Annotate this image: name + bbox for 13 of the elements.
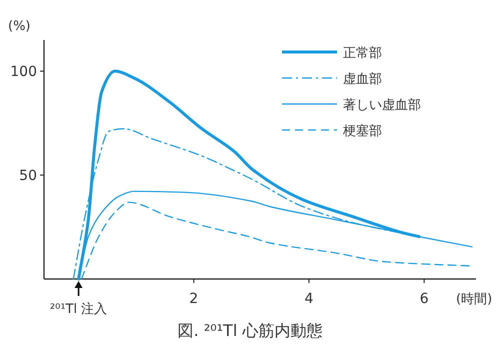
y-axis-title: (%): [8, 19, 30, 34]
y-tick-label: 50: [19, 168, 37, 184]
x-axis-title: (時間): [456, 292, 492, 307]
legend-label: 梗塞部: [342, 123, 382, 139]
legend-label: 著しい虚血部: [343, 98, 421, 113]
x-tick-label: 6: [420, 291, 429, 307]
x-tick-label: 4: [304, 291, 314, 307]
legend-label: 虚血部: [343, 72, 382, 87]
annotation: ²⁰¹Tl 注入: [50, 302, 108, 317]
x-tick-label: 2: [189, 291, 198, 307]
legend-label: 正常部: [343, 46, 382, 61]
y-tick-label: 100: [10, 64, 37, 80]
text: 図. ²⁰¹Tl 心筋内動態: [178, 321, 322, 340]
